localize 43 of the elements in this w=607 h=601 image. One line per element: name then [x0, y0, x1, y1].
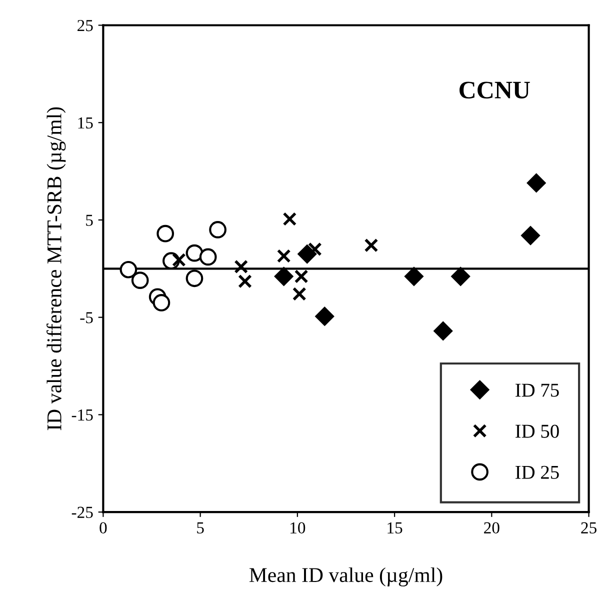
- point: [364, 238, 378, 252]
- y-tick-label: -5: [80, 312, 93, 324]
- point: [451, 267, 470, 286]
- x-axis-title: Mean ID value (µg/ml): [249, 567, 442, 586]
- annotation: CCNU: [460, 82, 530, 99]
- point: [186, 270, 204, 288]
- x-tick-label: 10: [290, 522, 306, 534]
- point: [292, 287, 306, 301]
- y-tick-label: -25: [72, 506, 93, 518]
- point: [152, 294, 170, 312]
- y-tick-label: -15: [72, 409, 93, 421]
- point: [276, 249, 291, 263]
- point: [315, 307, 334, 326]
- point: [434, 322, 452, 340]
- point: [298, 244, 316, 264]
- legend-label: ID 75: [516, 384, 559, 397]
- point: [120, 260, 138, 278]
- point: [234, 260, 248, 274]
- x-tick-label: 20: [484, 522, 500, 534]
- point: [308, 242, 322, 256]
- x-tick-label: 0: [100, 522, 107, 534]
- legend-label: ID 25: [516, 466, 559, 479]
- y-tick-label: 15: [78, 117, 93, 129]
- point: [238, 274, 252, 288]
- x-tick-label: 15: [388, 522, 402, 534]
- point: [294, 269, 308, 284]
- point: [131, 272, 149, 290]
- point: [199, 248, 217, 266]
- point: [274, 267, 294, 286]
- point: [521, 226, 540, 245]
- point: [282, 212, 297, 226]
- point: [172, 252, 186, 267]
- x-tick-label: 25: [581, 522, 596, 534]
- point: [186, 244, 204, 262]
- point: [527, 174, 546, 192]
- x-tick-label: 5: [197, 522, 204, 534]
- y-axis-title: ID value difference MTT-SRB (µg/ml): [46, 107, 66, 430]
- y-tick-label: 25: [78, 20, 93, 32]
- legend-label: ID 50: [516, 424, 559, 438]
- point: [209, 221, 226, 238]
- point: [404, 267, 424, 286]
- point: [156, 224, 174, 242]
- y-tick-label: 5: [86, 214, 93, 226]
